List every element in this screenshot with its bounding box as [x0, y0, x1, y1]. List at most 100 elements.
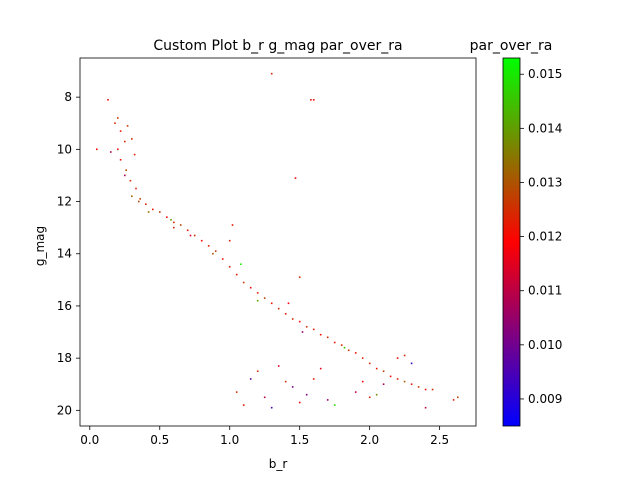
scatter-point — [312, 378, 315, 380]
y-axis-ticks: 8 10 12 14 16 18 20 — [57, 90, 80, 417]
x-tick-label: 2.0 — [360, 433, 379, 447]
x-tick-label: 0.5 — [150, 433, 169, 447]
scatter-point — [263, 396, 266, 399]
scatter-point — [298, 401, 301, 404]
scatter-point — [231, 224, 234, 226]
scatter-point — [125, 169, 127, 171]
y-tick-label: 14 — [57, 247, 72, 261]
scatter-point — [305, 393, 308, 396]
scatter-point — [107, 99, 109, 101]
scatter-point — [166, 216, 168, 218]
scatter-point — [284, 313, 287, 315]
scatter-point — [305, 326, 308, 328]
scatter-point — [173, 226, 175, 229]
colorbar-tick-label: 0.011 — [528, 284, 562, 298]
scatter-point — [235, 273, 238, 276]
scatter-point — [294, 177, 297, 179]
scatter-point — [170, 219, 172, 221]
y-tick-label: 20 — [57, 403, 72, 417]
colorbar-label: par_over_ra — [470, 38, 553, 54]
scatter-point — [319, 333, 322, 336]
scatter-point — [270, 406, 273, 409]
scatter-point — [131, 195, 133, 198]
scatter-point — [301, 331, 304, 333]
scatter-point — [396, 357, 399, 359]
scatter-point — [403, 380, 406, 383]
scatter-point — [452, 399, 455, 401]
scatter-point — [410, 383, 413, 385]
scatter-point — [287, 302, 290, 305]
scatter-point — [310, 99, 312, 101]
scatter-point — [135, 187, 137, 190]
scatter-point — [457, 396, 459, 399]
scatter-point — [228, 239, 231, 242]
scatter-point — [326, 399, 329, 401]
x-tick-label: 0.0 — [80, 433, 99, 447]
scatter-point — [319, 367, 322, 370]
colorbar — [502, 57, 521, 427]
scatter-point — [124, 174, 126, 177]
scatter-point — [403, 354, 406, 357]
x-tick-label: 1.0 — [220, 433, 239, 447]
scatter-point — [312, 328, 315, 331]
scatter-point — [126, 125, 129, 127]
scatter-point — [256, 299, 259, 302]
colorbar-ticks: 0.009 0.010 0.011 0.012 0.013 0.014 0.015 — [520, 67, 562, 406]
scatter-point — [138, 200, 140, 203]
scatter-point — [326, 336, 329, 339]
scatter-point — [96, 148, 98, 151]
scatter-point — [256, 292, 259, 294]
scatter-point — [361, 380, 364, 383]
x-tick-label: 1.5 — [290, 433, 309, 447]
scatter-point — [410, 362, 413, 365]
scatter-point — [382, 383, 385, 385]
scatter-point — [207, 245, 210, 247]
scatter-point — [354, 352, 357, 354]
scatter-point — [424, 388, 427, 391]
scatter-point — [375, 393, 378, 396]
scatter-point — [117, 148, 119, 151]
scatter-point — [152, 208, 154, 211]
colorbar-tick-label: 0.013 — [528, 175, 562, 189]
plot-area-frame — [79, 57, 477, 427]
scatter-point — [159, 211, 161, 213]
scatter-point — [333, 341, 336, 344]
scatter-point — [242, 281, 245, 284]
scatter-point — [193, 234, 196, 237]
scatter-point — [131, 138, 133, 140]
scatter-point — [347, 349, 350, 352]
scatter-point — [291, 318, 294, 320]
scatter-point — [354, 391, 357, 393]
scatter-point — [200, 239, 203, 242]
scatter-point — [298, 276, 301, 278]
scatter-point — [119, 130, 122, 132]
scatter-point — [368, 396, 371, 399]
scatter-point — [389, 375, 392, 378]
scatter-point — [249, 378, 252, 380]
scatter-point — [312, 99, 315, 101]
scatter-point — [256, 370, 259, 372]
x-tick-label: 2.5 — [430, 433, 449, 447]
scatter-point — [145, 203, 147, 205]
scatter-points — [96, 72, 459, 409]
y-tick-label: 18 — [57, 351, 72, 365]
y-tick-label: 16 — [57, 299, 72, 313]
scatter-point — [117, 117, 119, 119]
scatter-point — [147, 211, 150, 213]
colorbar-tick-label: 0.014 — [528, 121, 562, 135]
scatter-point — [221, 258, 224, 260]
scatter-point — [375, 367, 378, 370]
scatter-point — [263, 297, 266, 299]
scatter-point — [186, 229, 189, 232]
y-tick-label: 10 — [57, 142, 72, 156]
scatter-point — [277, 365, 280, 367]
x-axis-label: b_r — [269, 457, 288, 471]
scatter-point — [212, 252, 214, 255]
scatter-point — [270, 302, 273, 305]
scatter-point — [431, 388, 434, 391]
scatter-point — [119, 159, 122, 161]
scatter-point — [298, 320, 301, 323]
x-axis-ticks: 0.0 0.5 1.0 1.5 2.0 2.5 — [80, 426, 449, 447]
